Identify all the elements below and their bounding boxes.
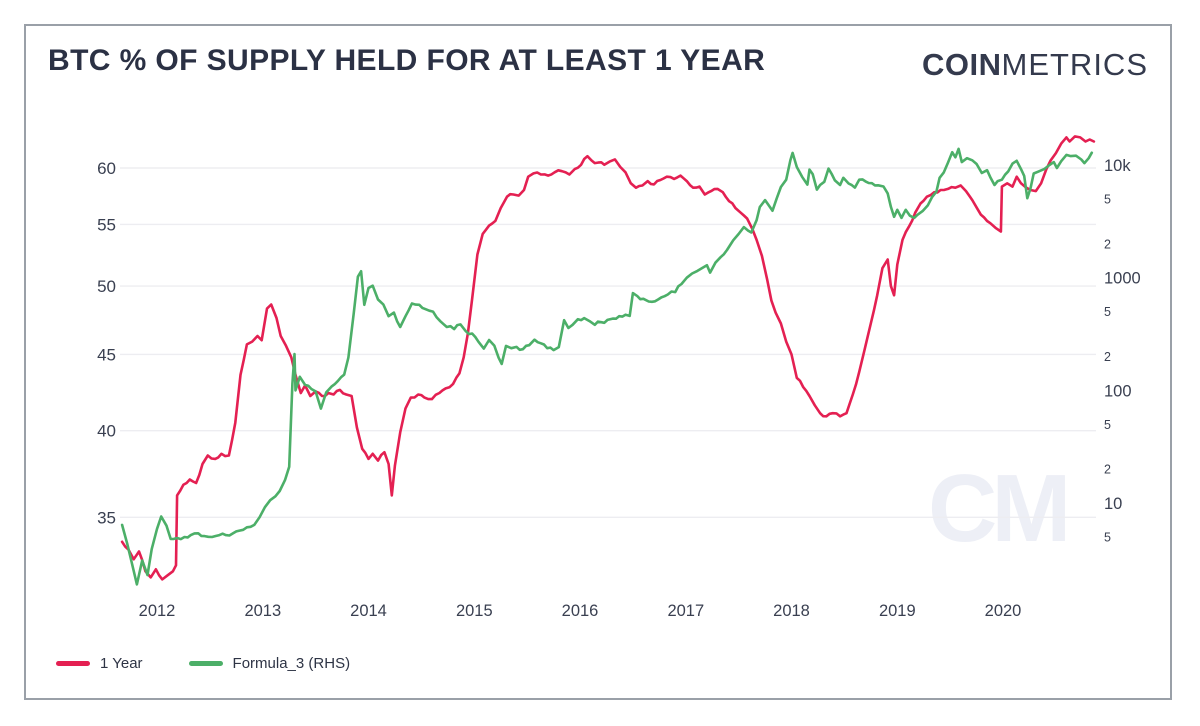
y-axis-right-tick-label: 1000 xyxy=(1104,270,1141,288)
y-axis-left-tick-label: 55 xyxy=(97,215,116,234)
x-axis-tick-label: 2015 xyxy=(456,602,493,620)
y-axis-right-minor-tick-label: 5 xyxy=(1104,305,1111,319)
logo-text-metrics: METRICS xyxy=(1001,47,1148,82)
legend-swatch xyxy=(56,661,90,666)
legend-label: Formula_3 (RHS) xyxy=(232,655,351,672)
y-axis-left-tick-label: 60 xyxy=(97,159,116,178)
y-axis-right-tick-label: 10k xyxy=(1104,157,1131,175)
legend-label: 1 Year xyxy=(100,655,143,672)
legend-swatch xyxy=(188,661,223,666)
watermark-cm-logo: CM xyxy=(928,455,1065,562)
series-line-formula-3-rhs- xyxy=(120,147,1094,586)
y-axis-right-minor-tick-label: 2 xyxy=(1104,463,1111,477)
y-axis-right-minor-tick-label: 5 xyxy=(1104,192,1111,206)
x-axis-tick-label: 2017 xyxy=(667,602,704,620)
x-axis-tick-label: 2019 xyxy=(879,602,916,620)
y-axis-right-minor-tick-label: 2 xyxy=(1104,350,1111,364)
x-axis-tick-label: 2012 xyxy=(139,602,176,620)
logo-text-coin: COIN xyxy=(922,47,1002,82)
legend: 1 Year Formula_3 (RHS) xyxy=(56,655,350,672)
y-axis-right-minor-tick-label: 5 xyxy=(1104,531,1111,545)
y-axis-left-tick-label: 45 xyxy=(97,345,116,364)
y-axis-left-tick-label: 40 xyxy=(97,422,116,441)
series-line-1-year xyxy=(120,135,1096,581)
x-axis-tick-label: 2016 xyxy=(562,602,599,620)
y-axis-right-tick-label: 100 xyxy=(1104,382,1132,400)
x-axis-tick-label: 2020 xyxy=(985,602,1022,620)
coinmetrics-logo: COINMETRICS xyxy=(922,47,1148,83)
y-axis-right-tick-label: 10 xyxy=(1104,495,1122,513)
chart-card xyxy=(24,24,1172,700)
y-axis-right-minor-tick-label: 2 xyxy=(1104,237,1111,251)
y-axis-left-tick-label: 50 xyxy=(97,277,116,296)
legend-item-formula-3-rhs-[interactable]: Formula_3 (RHS) xyxy=(188,655,351,672)
chart-title: BTC % OF SUPPLY HELD FOR AT LEAST 1 YEAR xyxy=(48,44,766,77)
x-axis-tick-label: 2013 xyxy=(244,602,281,620)
y-axis-left-tick-label: 35 xyxy=(97,508,116,527)
legend-item-1-year[interactable]: 1 Year xyxy=(56,655,143,672)
x-axis-tick-label: 2018 xyxy=(773,602,810,620)
x-axis-tick-label: 2014 xyxy=(350,602,387,620)
y-axis-right-minor-tick-label: 5 xyxy=(1104,418,1111,432)
